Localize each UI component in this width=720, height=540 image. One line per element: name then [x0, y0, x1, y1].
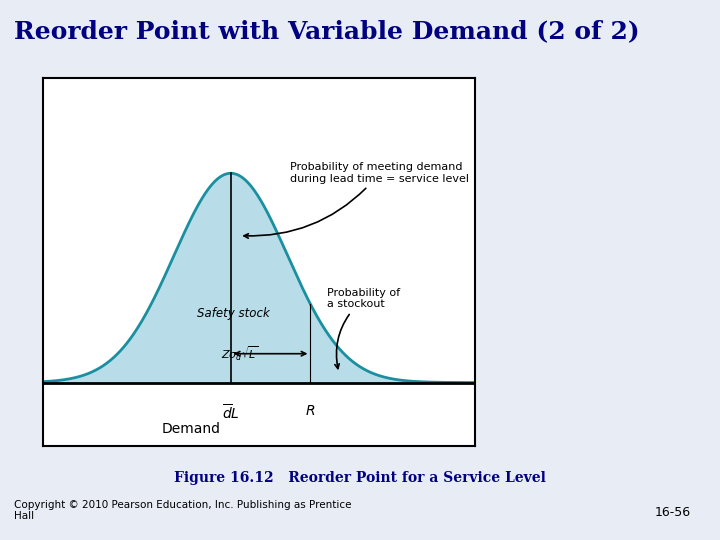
Text: Hall: Hall	[14, 511, 35, 521]
Text: Demand: Demand	[161, 422, 220, 436]
Text: Reorder Point with Variable Demand (2 of 2): Reorder Point with Variable Demand (2 of…	[14, 19, 640, 43]
Text: Copyright © 2010 Pearson Education, Inc. Publishing as Prentice: Copyright © 2010 Pearson Education, Inc.…	[14, 500, 352, 510]
Text: $Z\sigma_d\sqrt{L}$: $Z\sigma_d\sqrt{L}$	[221, 345, 258, 363]
Text: 16-56: 16-56	[655, 507, 691, 519]
Text: $\overline{d}L$: $\overline{d}L$	[222, 403, 240, 423]
Text: Probability of meeting demand
during lead time = service level: Probability of meeting demand during lea…	[244, 162, 469, 238]
Text: Figure 16.12   Reorder Point for a Service Level: Figure 16.12 Reorder Point for a Service…	[174, 471, 546, 485]
Text: Safety stock: Safety stock	[197, 307, 270, 320]
Text: Probability of
a stockout: Probability of a stockout	[328, 288, 400, 369]
Text: $R$: $R$	[305, 403, 315, 417]
